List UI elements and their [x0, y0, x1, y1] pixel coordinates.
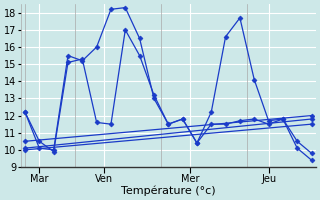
X-axis label: Température (°c): Température (°c)	[121, 185, 216, 196]
